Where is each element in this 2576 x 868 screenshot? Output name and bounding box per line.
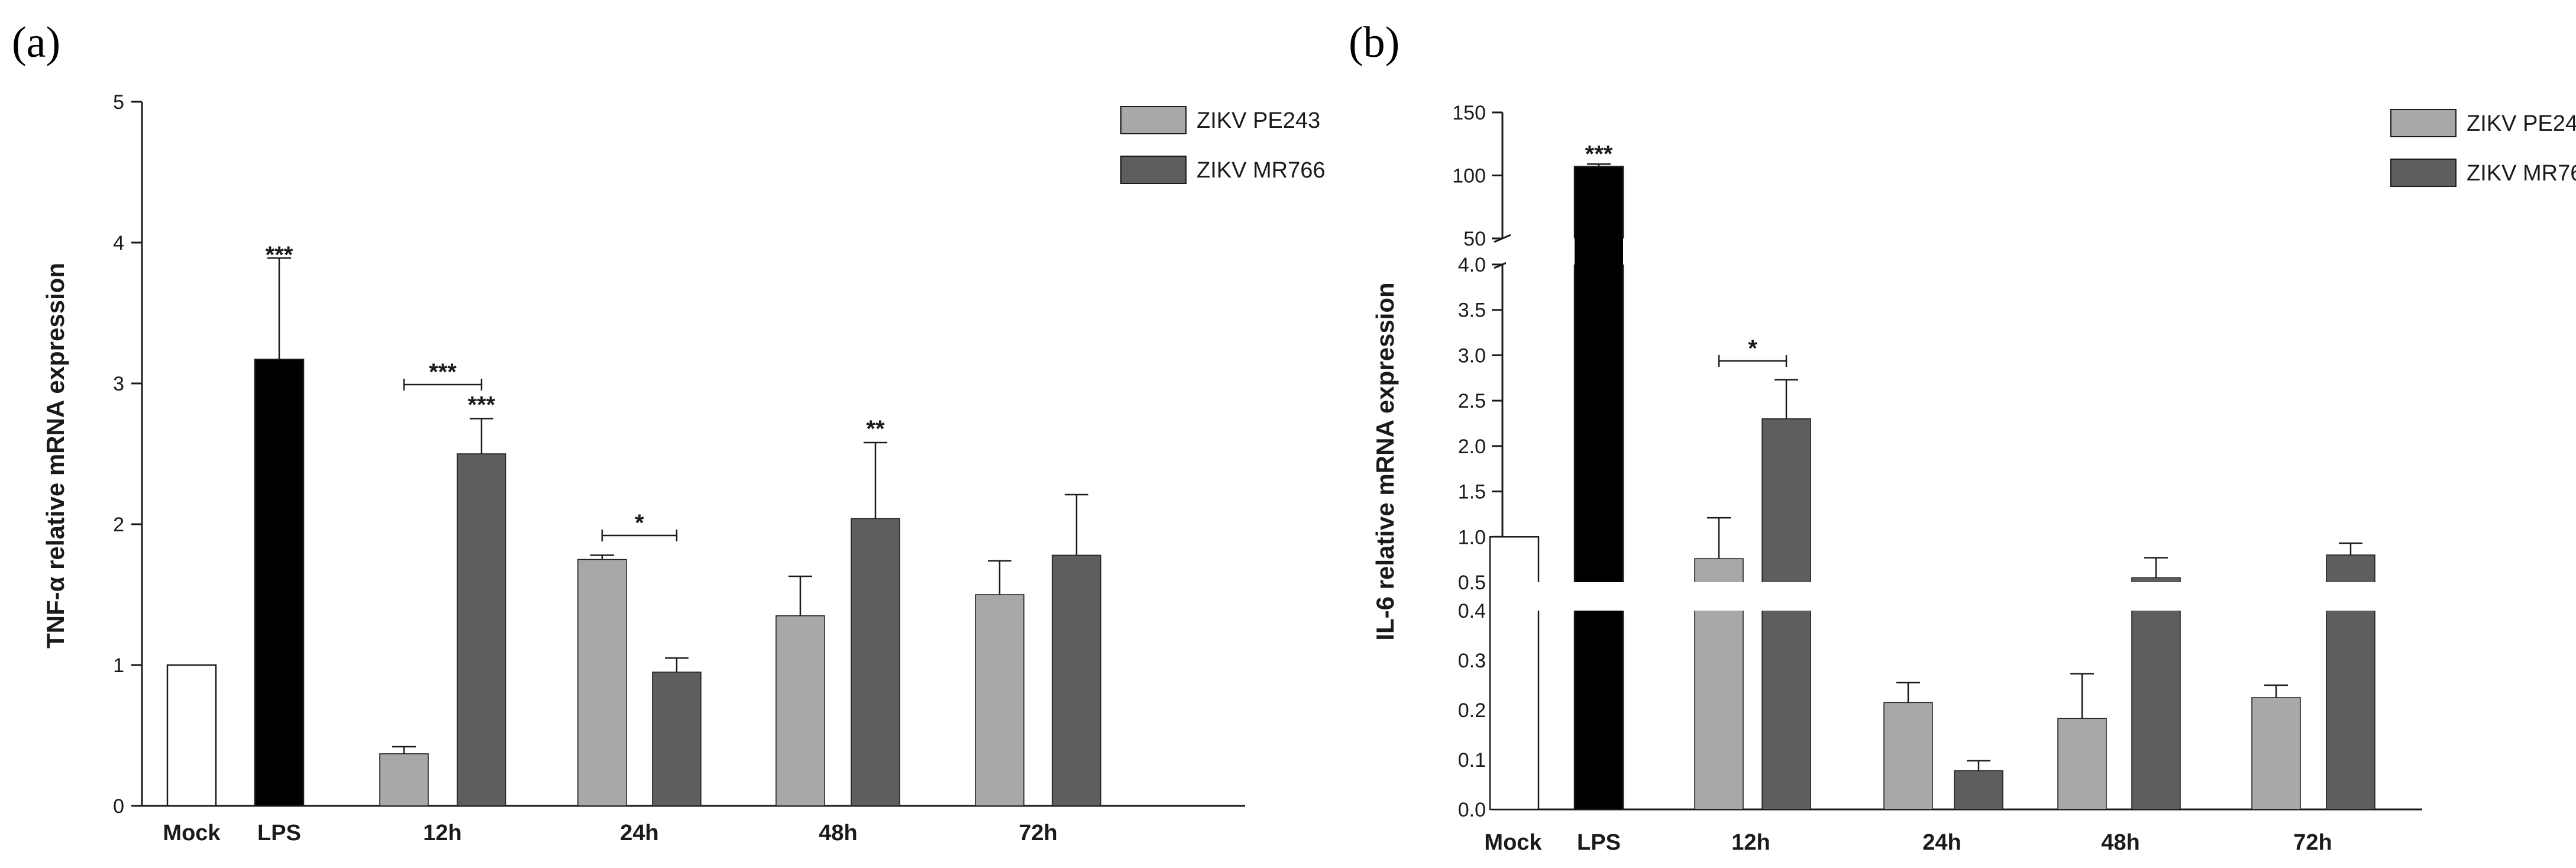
legend-label-pe243: ZIKV PE243: [1197, 108, 1320, 133]
comparison-label-b: *: [1748, 335, 1757, 362]
category-label-48h-b: 48h: [2101, 830, 2139, 855]
legend-label-mr766: ZIKV MR766: [2467, 161, 2576, 186]
y-tick-label-a: 0: [113, 795, 124, 818]
category-label-mock-b: Mock: [1484, 830, 1542, 855]
y-tick-label-b: 2.0: [1458, 435, 1486, 458]
category-label-72h-a: 72h: [1019, 821, 1057, 846]
legend-swatch-pe243: [2390, 109, 2457, 137]
bar-lps-a: [254, 359, 305, 807]
axis-break-gap-b: [1506, 238, 2417, 264]
y-tick-label-b: 0.3: [1458, 650, 1486, 672]
category-label-24h-a: 24h: [620, 821, 658, 846]
bar-lps-b-break-fill: [1575, 238, 1623, 264]
legend-swatch-mr766: [2390, 159, 2457, 187]
y-tick-label-a: 5: [113, 91, 124, 114]
bar-12h-mr766-b: [1761, 418, 1811, 810]
y-tick-label-b: 1.5: [1458, 481, 1486, 504]
significance-label-a: ***: [266, 242, 293, 268]
y-tick-label-b: 0.5: [1458, 572, 1486, 594]
bar-12h-mr766-a: [457, 453, 506, 806]
panel-label-a: (a): [12, 18, 60, 67]
bar-48h-pe243-b: [2057, 718, 2107, 810]
bar-lps-b: [1573, 166, 1624, 811]
y-tick-label-b: 3.0: [1458, 344, 1486, 367]
category-label-lps-a: LPS: [257, 821, 301, 846]
y-tick-label-a: 1: [113, 654, 124, 677]
bar-72h-pe243-a: [975, 594, 1024, 806]
comparison-label-a: *: [635, 510, 644, 536]
bar-mock-b: [1489, 536, 1540, 811]
y-tick-label-a: 2: [113, 514, 124, 536]
y-tick-label-b: 3.5: [1458, 299, 1486, 322]
y-axis-label-b: IL-6 relative mRNA expression: [1371, 282, 1399, 640]
y-tick-label-b: 4.0: [1458, 254, 1486, 276]
y-tick-label-b: 0.1: [1458, 749, 1486, 772]
chart-b: 0.0 0.1 0.2 0.3 0.4 0.5 1.0 1.5 2.0 2.5 3.0 3.5 4.0 5…: [1371, 102, 2576, 855]
bar-72h-pe243-b: [2251, 697, 2301, 810]
category-label-lps-b: LPS: [1577, 830, 1621, 855]
category-label-72h-b: 72h: [2293, 830, 2332, 855]
y-tick-label-b: 2.5: [1458, 390, 1486, 412]
y-tick-label-b: 100: [1452, 165, 1486, 188]
category-label-48h-a: 48h: [819, 821, 857, 846]
bar-24h-mr766-a: [652, 672, 702, 806]
panel-label-b: (b): [1349, 18, 1399, 67]
bar-mock-a: [166, 664, 217, 807]
legend-label-mr766: ZIKV MR766: [1197, 158, 1326, 183]
y-tick-label-b: 50: [1463, 228, 1486, 250]
y-tick-label-b: 150: [1452, 102, 1486, 124]
axis-break-gap-b: [1506, 582, 2417, 611]
y-tick-label-b: 0.4: [1458, 600, 1486, 622]
legend-swatch-pe243: [1120, 106, 1187, 134]
comparison-label-a: ***: [429, 359, 457, 385]
y-tick-label-b: 0.2: [1458, 699, 1486, 722]
category-label-12h-a: 12h: [423, 821, 461, 846]
bar-72h-mr766-a: [1052, 554, 1101, 806]
category-label-mock-a: Mock: [163, 821, 221, 846]
category-label-12h-b: 12h: [1731, 830, 1770, 855]
bar-24h-mr766-b: [1954, 770, 2003, 810]
bar-48h-mr766-a: [851, 518, 900, 806]
category-label-24h-b: 24h: [1922, 830, 1961, 855]
legend-swatch-mr766: [1120, 156, 1187, 184]
significance-label-a: ***: [468, 392, 496, 418]
legend-label-pe243: ZIKV PE243: [2467, 111, 2576, 136]
bar-48h-mr766-b: [2131, 577, 2181, 810]
significance-label-b: ***: [1585, 141, 1613, 167]
y-tick-label-b: 1.0: [1458, 526, 1486, 548]
bar-48h-pe243-a: [775, 615, 825, 806]
bar-24h-pe243-b: [1883, 702, 1933, 810]
y-tick-label-a: 4: [113, 232, 124, 254]
y-tick-label-b: 0.0: [1458, 799, 1486, 821]
y-axis-label-a: TNF-α relative mRNA expression: [41, 263, 69, 648]
bar-24h-pe243-a: [577, 559, 627, 806]
bar-12h-pe243-a: [379, 753, 429, 806]
significance-label-a: **: [866, 416, 885, 442]
y-tick-label-a: 3: [113, 373, 124, 395]
